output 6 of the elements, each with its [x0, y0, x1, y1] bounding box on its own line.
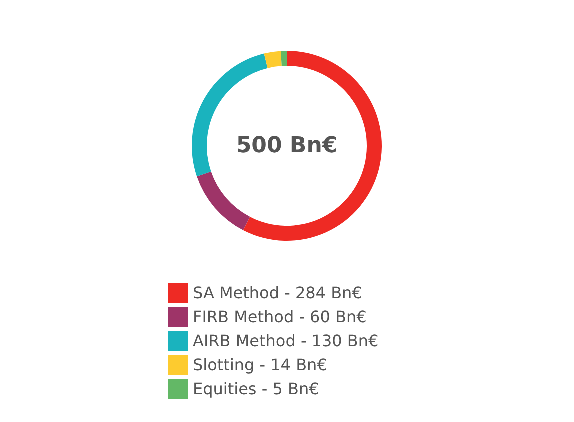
legend-label: FIRB Method - 60 Bn€: [193, 308, 367, 326]
legend-label: AIRB Method - 130 Bn€: [193, 332, 379, 350]
text: 500 Bn€: [236, 134, 338, 158]
legend-label: SA Method - 284 Bn€: [193, 284, 362, 302]
legend-label: Slotting - 14 Bn€: [193, 356, 328, 374]
legend-label: Equities - 5 Bn€: [193, 380, 320, 398]
